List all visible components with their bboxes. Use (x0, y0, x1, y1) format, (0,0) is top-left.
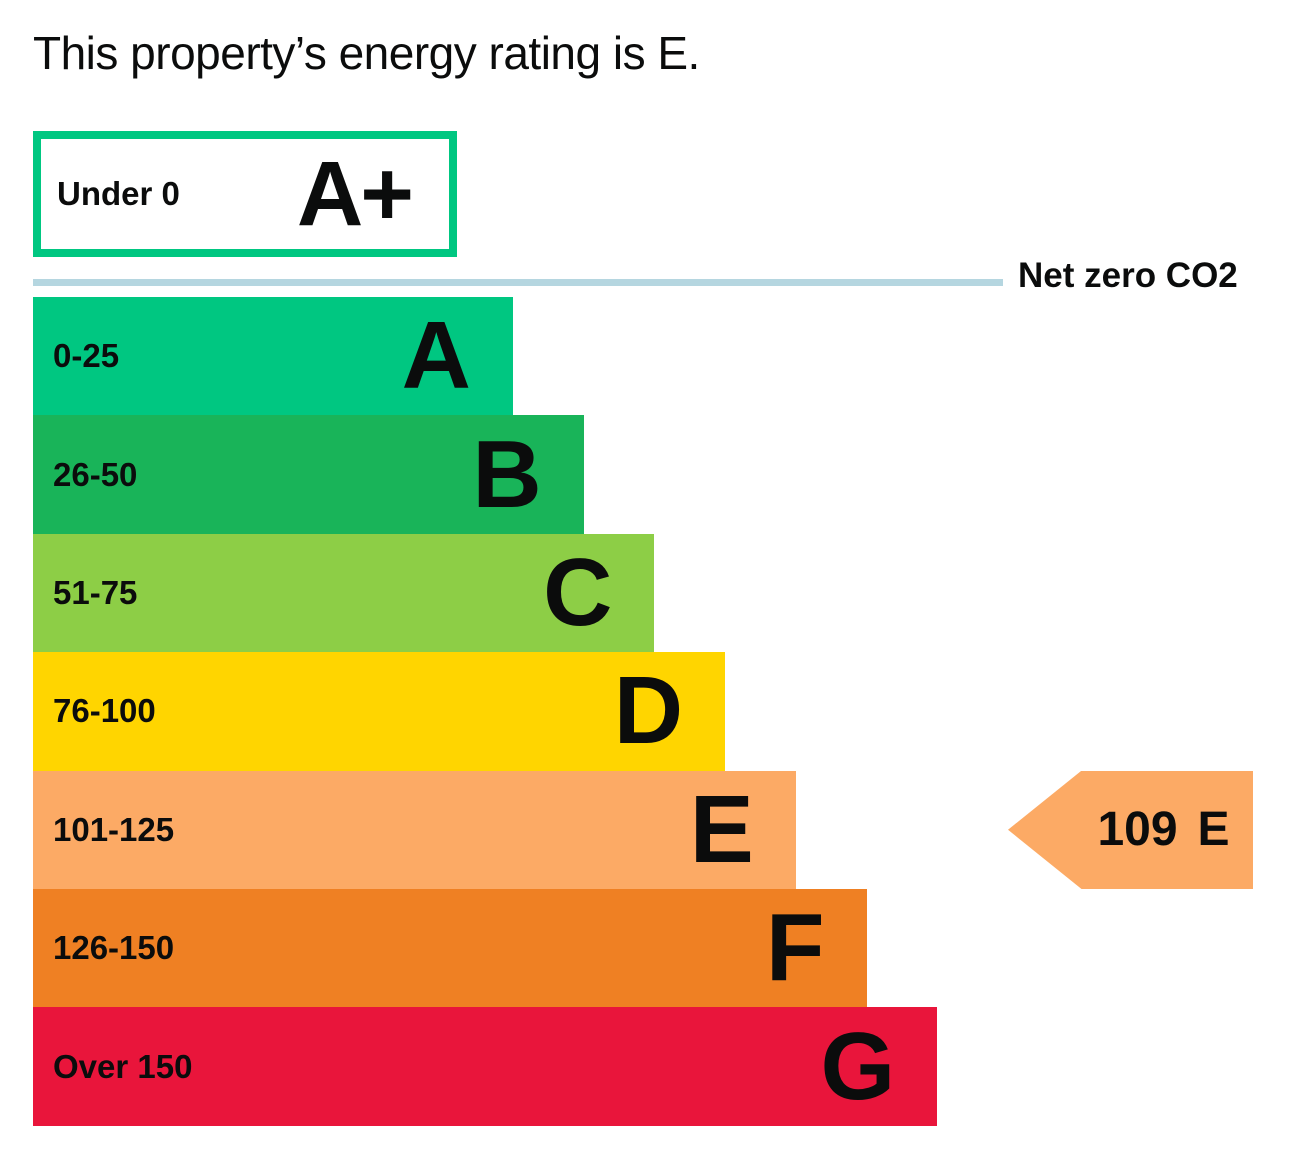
band-e-range: 101-125 (53, 810, 175, 848)
band-d-letter: D (613, 657, 684, 765)
band-e-letter: E (689, 775, 754, 883)
band-f-letter: F (765, 894, 825, 1002)
band-b-letter: B (472, 420, 542, 528)
band-a: 0-25 A (33, 297, 513, 416)
band-c-letter: C (543, 538, 613, 646)
band-b-range: 26-50 (53, 455, 138, 493)
band-g: Over 150 G (33, 1007, 938, 1126)
rating-marker-value: 109 (1097, 802, 1178, 856)
band-c: 51-75 C (33, 533, 655, 653)
net-zero-label: Net zero CO2 (1018, 256, 1238, 295)
net-zero-line (33, 279, 1003, 286)
band-a-plus: Under 0 A+ (33, 131, 457, 257)
band-f-range: 126-150 (53, 929, 175, 967)
band-f: 126-150 F (33, 889, 867, 1008)
band-a-plus-range: Under 0 (57, 175, 180, 212)
band-e: 101-125 E (33, 770, 796, 889)
rating-marker-letter: E (1197, 802, 1230, 856)
band-c-range: 51-75 (53, 573, 138, 611)
band-b: 26-50 B (33, 415, 584, 534)
page-title: This property’s energy rating is E. (33, 27, 700, 79)
rating-marker: 109 E (1008, 770, 1253, 889)
band-a-range: 0-25 (53, 337, 120, 375)
band-g-letter: G (820, 1012, 896, 1120)
band-a-plus-letter: A+ (296, 143, 414, 245)
band-g-range: Over 150 (53, 1047, 193, 1085)
band-d-range: 76-100 (53, 692, 156, 730)
band-d: 76-100 D (33, 652, 726, 771)
band-a-letter: A (401, 302, 471, 410)
